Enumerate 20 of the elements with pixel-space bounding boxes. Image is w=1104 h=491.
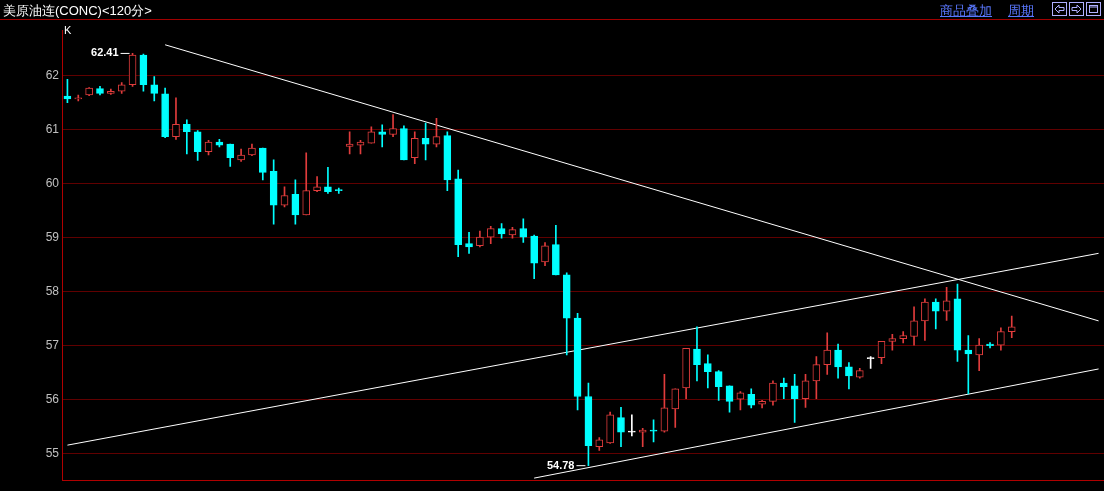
candlestick (324, 167, 332, 194)
annotation: 54.78 (546, 458, 575, 471)
candlestick (378, 124, 387, 148)
y-tick-label: 60 (45, 175, 60, 190)
annotation: K (64, 24, 72, 36)
candlestick (182, 119, 191, 155)
y-tick-label: 57 (45, 338, 60, 353)
text: 周期 (1008, 2, 1034, 20)
y-tick-label: 56 (45, 392, 60, 407)
y-tick-label: 55 (45, 446, 60, 461)
y-tick-label: 58 (45, 284, 60, 299)
candlestick (465, 231, 473, 254)
text: 商品叠加 (940, 2, 992, 20)
candlestick (628, 414, 636, 437)
y-tick-label: 62 (45, 67, 60, 82)
candlestick (638, 428, 647, 448)
annotation: 62.41 (91, 46, 119, 59)
y-tick-label: 59 (45, 229, 60, 244)
y-tick-label: 61 (45, 121, 60, 136)
chart-title: 美原油连(CONC)<120分> (3, 2, 152, 20)
